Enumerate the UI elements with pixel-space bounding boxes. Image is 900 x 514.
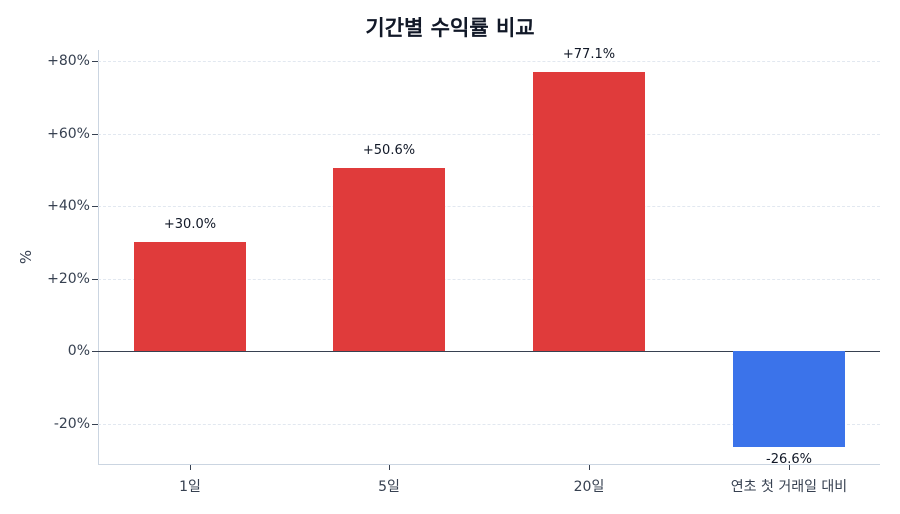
y-axis-label: % (17, 249, 35, 265)
x-tick (789, 465, 790, 470)
zero-line (98, 350, 880, 352)
plot-area: +80% +60% +40% +20% 0% -20% +30.0% 1일 +50.6% 5일 +7… (47, 46, 880, 495)
gridline (98, 61, 880, 62)
y-tick-label: +60% (47, 125, 90, 142)
gridline (98, 133, 880, 135)
y-tick (92, 206, 98, 207)
bar-3[interactable] (533, 71, 645, 351)
y-tick (92, 61, 98, 62)
x-tick (190, 465, 191, 470)
bar-value-label: -26.6% (766, 452, 812, 468)
gridline (98, 423, 880, 425)
y-axis-line (98, 50, 99, 465)
bar-value-label: +77.1% (562, 46, 616, 62)
y-tick (92, 423, 98, 425)
bar-2[interactable] (333, 167, 445, 351)
bar-value-label: +50.6% (362, 142, 416, 158)
y-tick (92, 133, 98, 135)
x-tick-label: 20일 (573, 479, 605, 495)
y-tick-label: +80% (47, 53, 90, 69)
x-tick-label: 5일 (378, 479, 400, 495)
y-tick (92, 351, 98, 352)
x-tick-label: 1일 (179, 479, 201, 495)
gridline (98, 206, 880, 207)
chart-title: 기간별 수익률 비교 (365, 16, 535, 40)
bar-4[interactable] (733, 351, 845, 448)
y-tick-label: +40% (47, 198, 90, 214)
bar-value-label: +30.0% (163, 217, 217, 233)
y-tick-label: -20% (53, 415, 90, 432)
x-tick (589, 465, 590, 470)
y-tick (92, 278, 98, 280)
x-tick-label: 연초 첫 거래일 대비 (730, 479, 848, 495)
x-tick (389, 465, 390, 470)
bar-1[interactable] (134, 242, 246, 351)
gridline (98, 278, 880, 280)
x-axis-line (98, 464, 880, 465)
y-tick-label: +20% (47, 270, 90, 287)
y-tick-label: 0% (67, 343, 90, 359)
